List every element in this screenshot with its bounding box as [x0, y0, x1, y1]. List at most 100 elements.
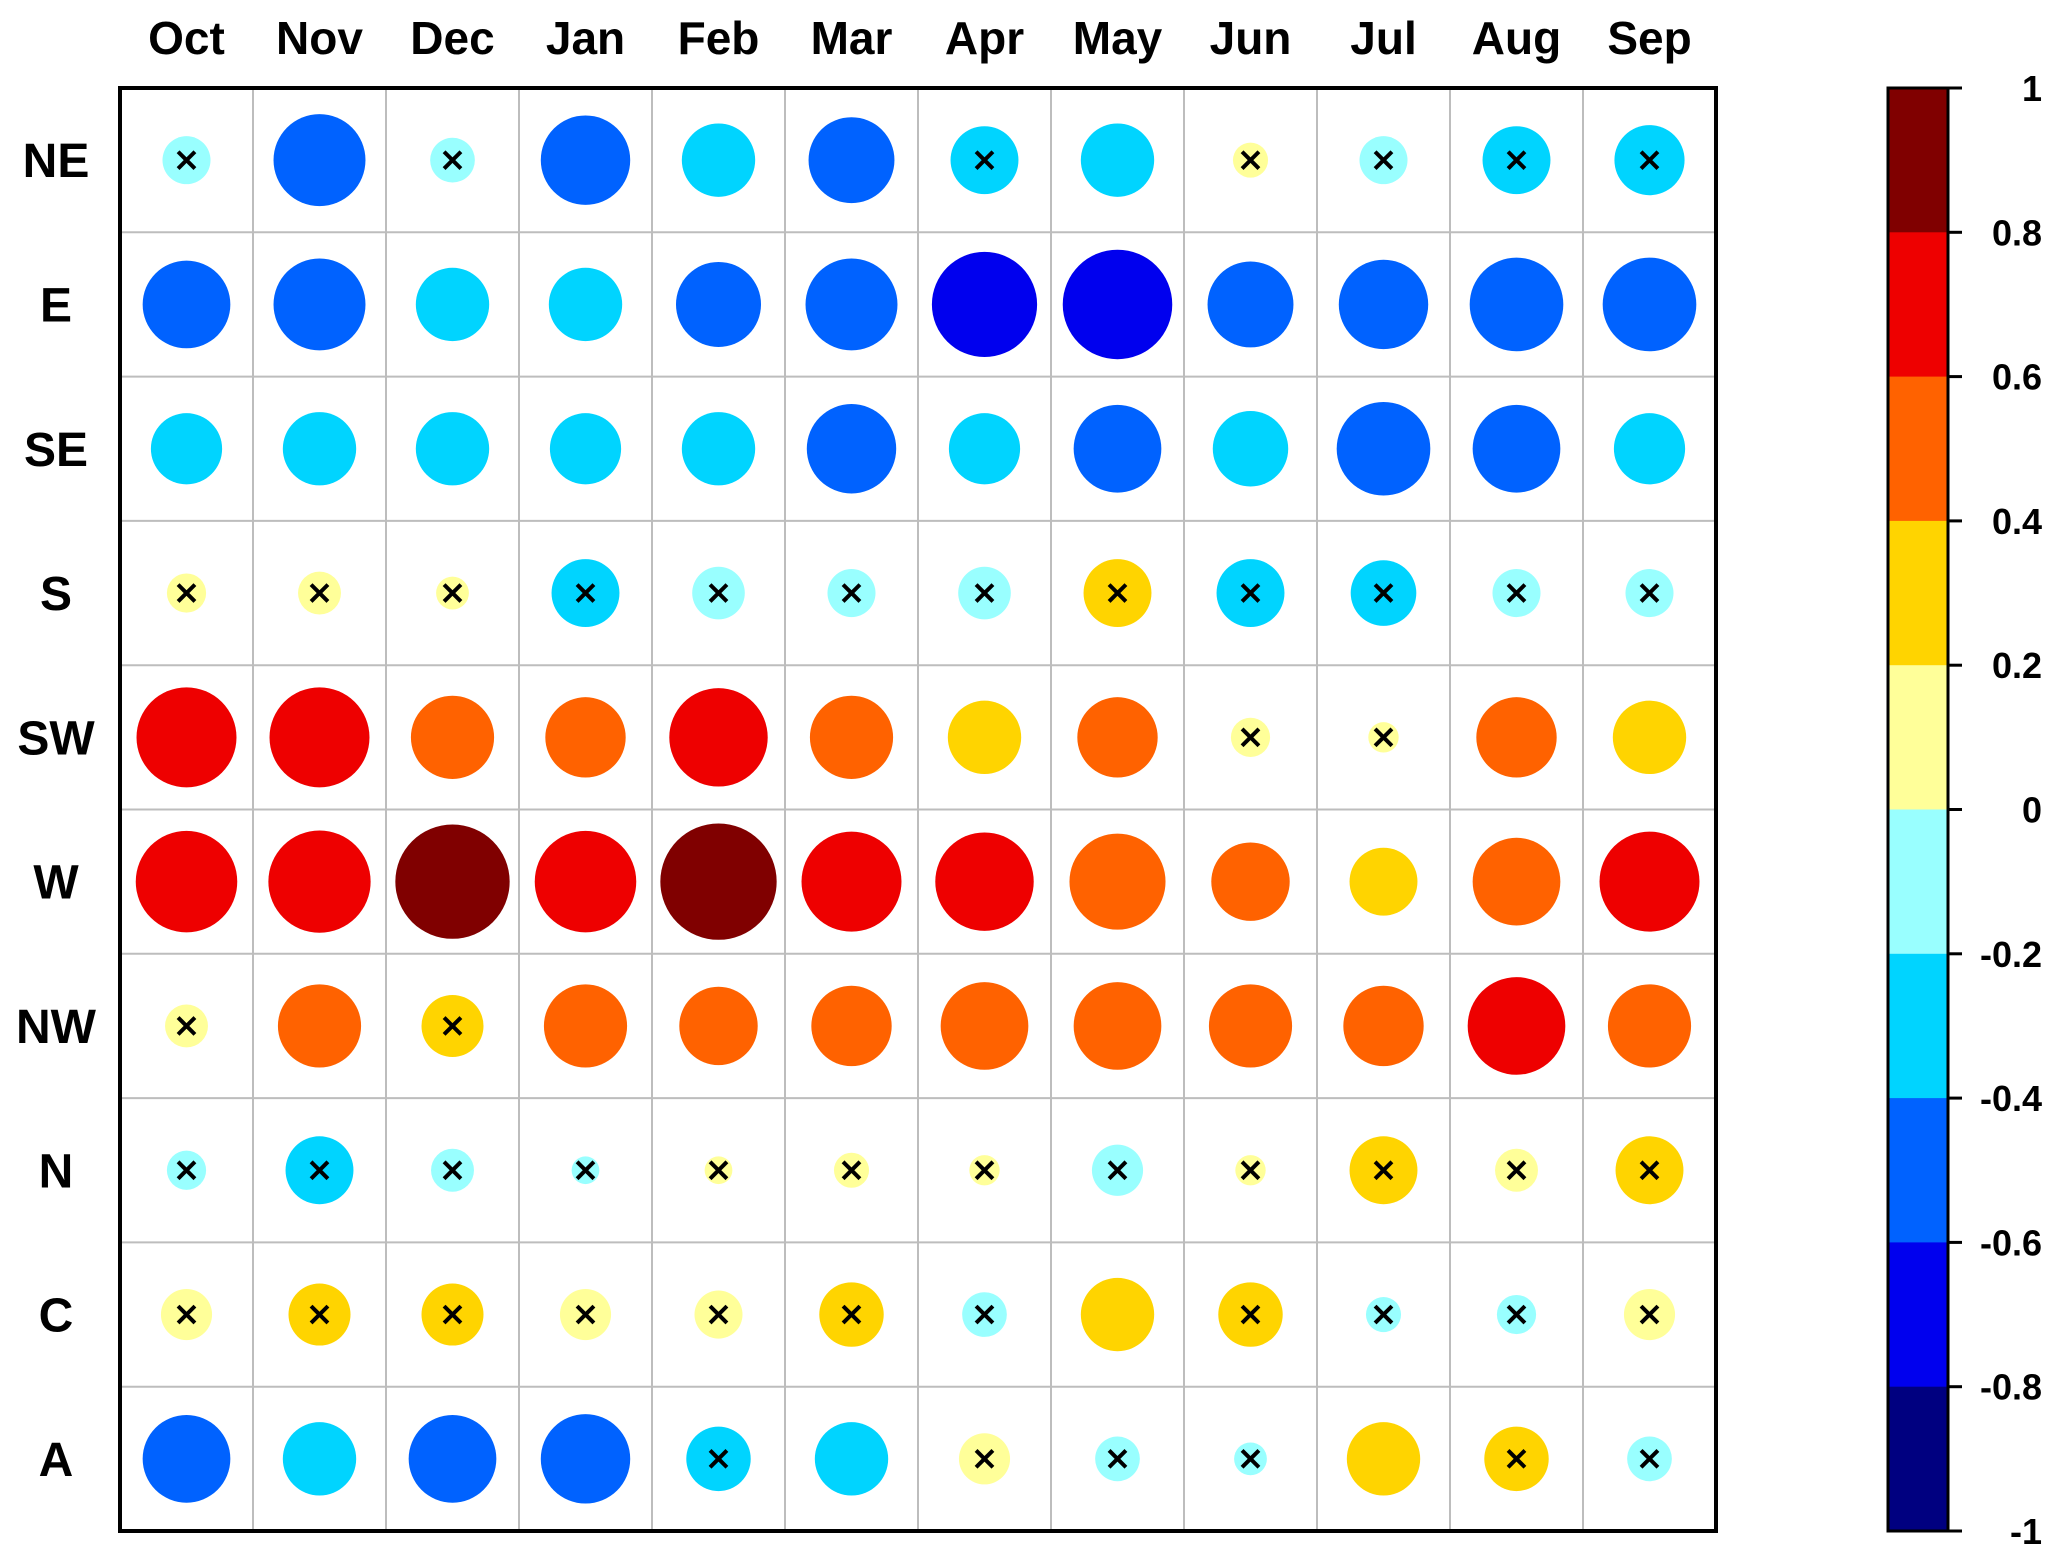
not-significant-x-icon	[1639, 150, 1660, 170]
colorbar-tick-label: -0.8	[1980, 1367, 2042, 1408]
bubble-w-nov	[268, 830, 371, 933]
bubble-se-jul	[1336, 401, 1431, 496]
not-significant-x-icon	[708, 1160, 729, 1181]
not-significant-x-icon	[1107, 1160, 1128, 1181]
colorbar-tick-label: 0	[2022, 790, 2042, 831]
bubble-e-jan	[548, 267, 623, 342]
colorbar-segment	[1888, 809, 1948, 955]
not-significant-x-icon	[1506, 1160, 1527, 1181]
column-label-jul: Jul	[1350, 12, 1416, 64]
colorbar-tick-label: -0.4	[1980, 1078, 2042, 1119]
column-label-dec: Dec	[410, 12, 494, 64]
bubble-sw-feb	[669, 688, 768, 787]
bubble-ne-mar	[808, 117, 895, 204]
colorbar-segment	[1888, 1098, 1948, 1243]
bubble-e-aug	[1469, 257, 1564, 352]
bubble-a-mar	[814, 1422, 889, 1496]
colorbar-tick-label: 0.8	[1992, 212, 2042, 253]
column-label-nov: Nov	[276, 12, 363, 64]
not-significant-x-icon	[1240, 1304, 1261, 1325]
column-label-may: May	[1073, 12, 1163, 64]
bubble-e-dec	[415, 267, 490, 342]
not-significant-x-icon	[176, 1304, 197, 1325]
colorbar-segment	[1888, 1242, 1948, 1388]
bubble-e-mar	[805, 258, 898, 351]
bubble-sw-may	[1077, 697, 1158, 778]
bubble-w-jan	[534, 830, 637, 933]
not-significant-x-icon	[841, 583, 862, 603]
bubble-w-oct	[135, 830, 238, 933]
colorbar-segment	[1888, 1386, 1948, 1532]
colorbar-segment	[1888, 953, 1948, 1099]
column-label-jun: Jun	[1210, 12, 1292, 64]
not-significant-x-icon	[1506, 150, 1527, 170]
not-significant-x-icon	[708, 583, 729, 603]
not-significant-x-icon	[974, 1304, 995, 1325]
colorbar-tick-label: -0.6	[1980, 1222, 2042, 1263]
colorbar-segment	[1888, 232, 1948, 378]
colorbar: 1 0.8 0.6 0.4 0.2 0 -0.2 -0.4 -0.6 -0.8 -1	[1886, 68, 2042, 1552]
not-significant-x-icon	[575, 1304, 596, 1325]
bubble-e-feb	[675, 261, 762, 347]
bubbles	[135, 114, 1700, 1504]
bubble-w-may	[1069, 833, 1166, 930]
not-significant-x-icon	[708, 1304, 729, 1325]
not-significant-x-icon	[442, 150, 463, 170]
not-significant-x-icon	[1107, 1449, 1128, 1469]
not-significant-x-icon	[1639, 1304, 1660, 1325]
bubble-nw-jul	[1343, 985, 1424, 1067]
bubble-se-dec	[415, 412, 490, 486]
column-label-jan: Jan	[546, 12, 625, 64]
bubble-e-jul	[1338, 259, 1429, 350]
bubble-e-may	[1062, 249, 1173, 360]
row-label-s: S	[40, 568, 72, 621]
not-significant-x-icon	[708, 1449, 729, 1469]
bubble-w-feb	[660, 823, 777, 940]
bubble-sw-jan	[545, 697, 626, 778]
not-significant-x-icon	[974, 583, 995, 603]
bubble-c-may	[1080, 1277, 1155, 1352]
column-label-aug: Aug	[1472, 12, 1561, 64]
bubble-ne-feb	[681, 123, 756, 197]
bubble-w-mar	[801, 831, 902, 932]
colorbar-segment	[1888, 520, 1948, 666]
colorbar-tick-label: 0.2	[1992, 645, 2042, 686]
row-label-w: W	[33, 857, 79, 910]
not-significant-x-icon	[309, 1160, 330, 1181]
not-significant-x-icon	[176, 1160, 197, 1181]
not-significant-x-icon	[442, 1304, 463, 1325]
bubble-se-feb	[681, 412, 756, 486]
bubble-e-sep	[1602, 257, 1697, 352]
bubble-w-sep	[1599, 831, 1700, 932]
column-labels: Oct Nov Dec Jan Feb Mar Apr May Jun Jul Aug Sep	[148, 12, 1692, 64]
not-significant-x-icon	[1240, 583, 1261, 603]
not-significant-x-icon	[309, 1304, 330, 1325]
not-significant-x-icon	[575, 583, 596, 603]
not-significant-x-icon	[442, 583, 463, 603]
not-significant-x-icon	[1373, 1304, 1394, 1325]
bubble-e-jun	[1207, 261, 1294, 348]
not-significant-x-icon	[442, 1016, 463, 1036]
column-label-feb: Feb	[678, 12, 760, 64]
column-label-apr: Apr	[945, 12, 1024, 64]
bubble-sw-sep	[1612, 700, 1687, 775]
not-significant-x-icon	[1240, 150, 1261, 170]
bubble-nw-may	[1073, 982, 1162, 1070]
bubble-nw-jan	[543, 984, 628, 1068]
bubble-nw-feb	[679, 986, 758, 1066]
not-significant-x-icon	[1639, 583, 1660, 603]
not-significant-x-icon	[1373, 1160, 1394, 1181]
bubble-se-oct	[150, 413, 223, 485]
not-significant-x-icon	[1639, 1449, 1660, 1469]
bubble-se-jan	[549, 413, 622, 485]
bubble-se-aug	[1472, 404, 1561, 493]
not-significant-x-icon	[575, 1160, 596, 1181]
row-label-ne: NE	[23, 135, 90, 188]
column-label-oct: Oct	[148, 12, 225, 64]
column-label-mar: Mar	[811, 12, 893, 64]
bubble-ne-jan	[540, 115, 631, 205]
row-label-sw: SW	[17, 712, 95, 765]
colorbar-segment	[1888, 376, 1948, 522]
not-significant-x-icon	[841, 1304, 862, 1325]
